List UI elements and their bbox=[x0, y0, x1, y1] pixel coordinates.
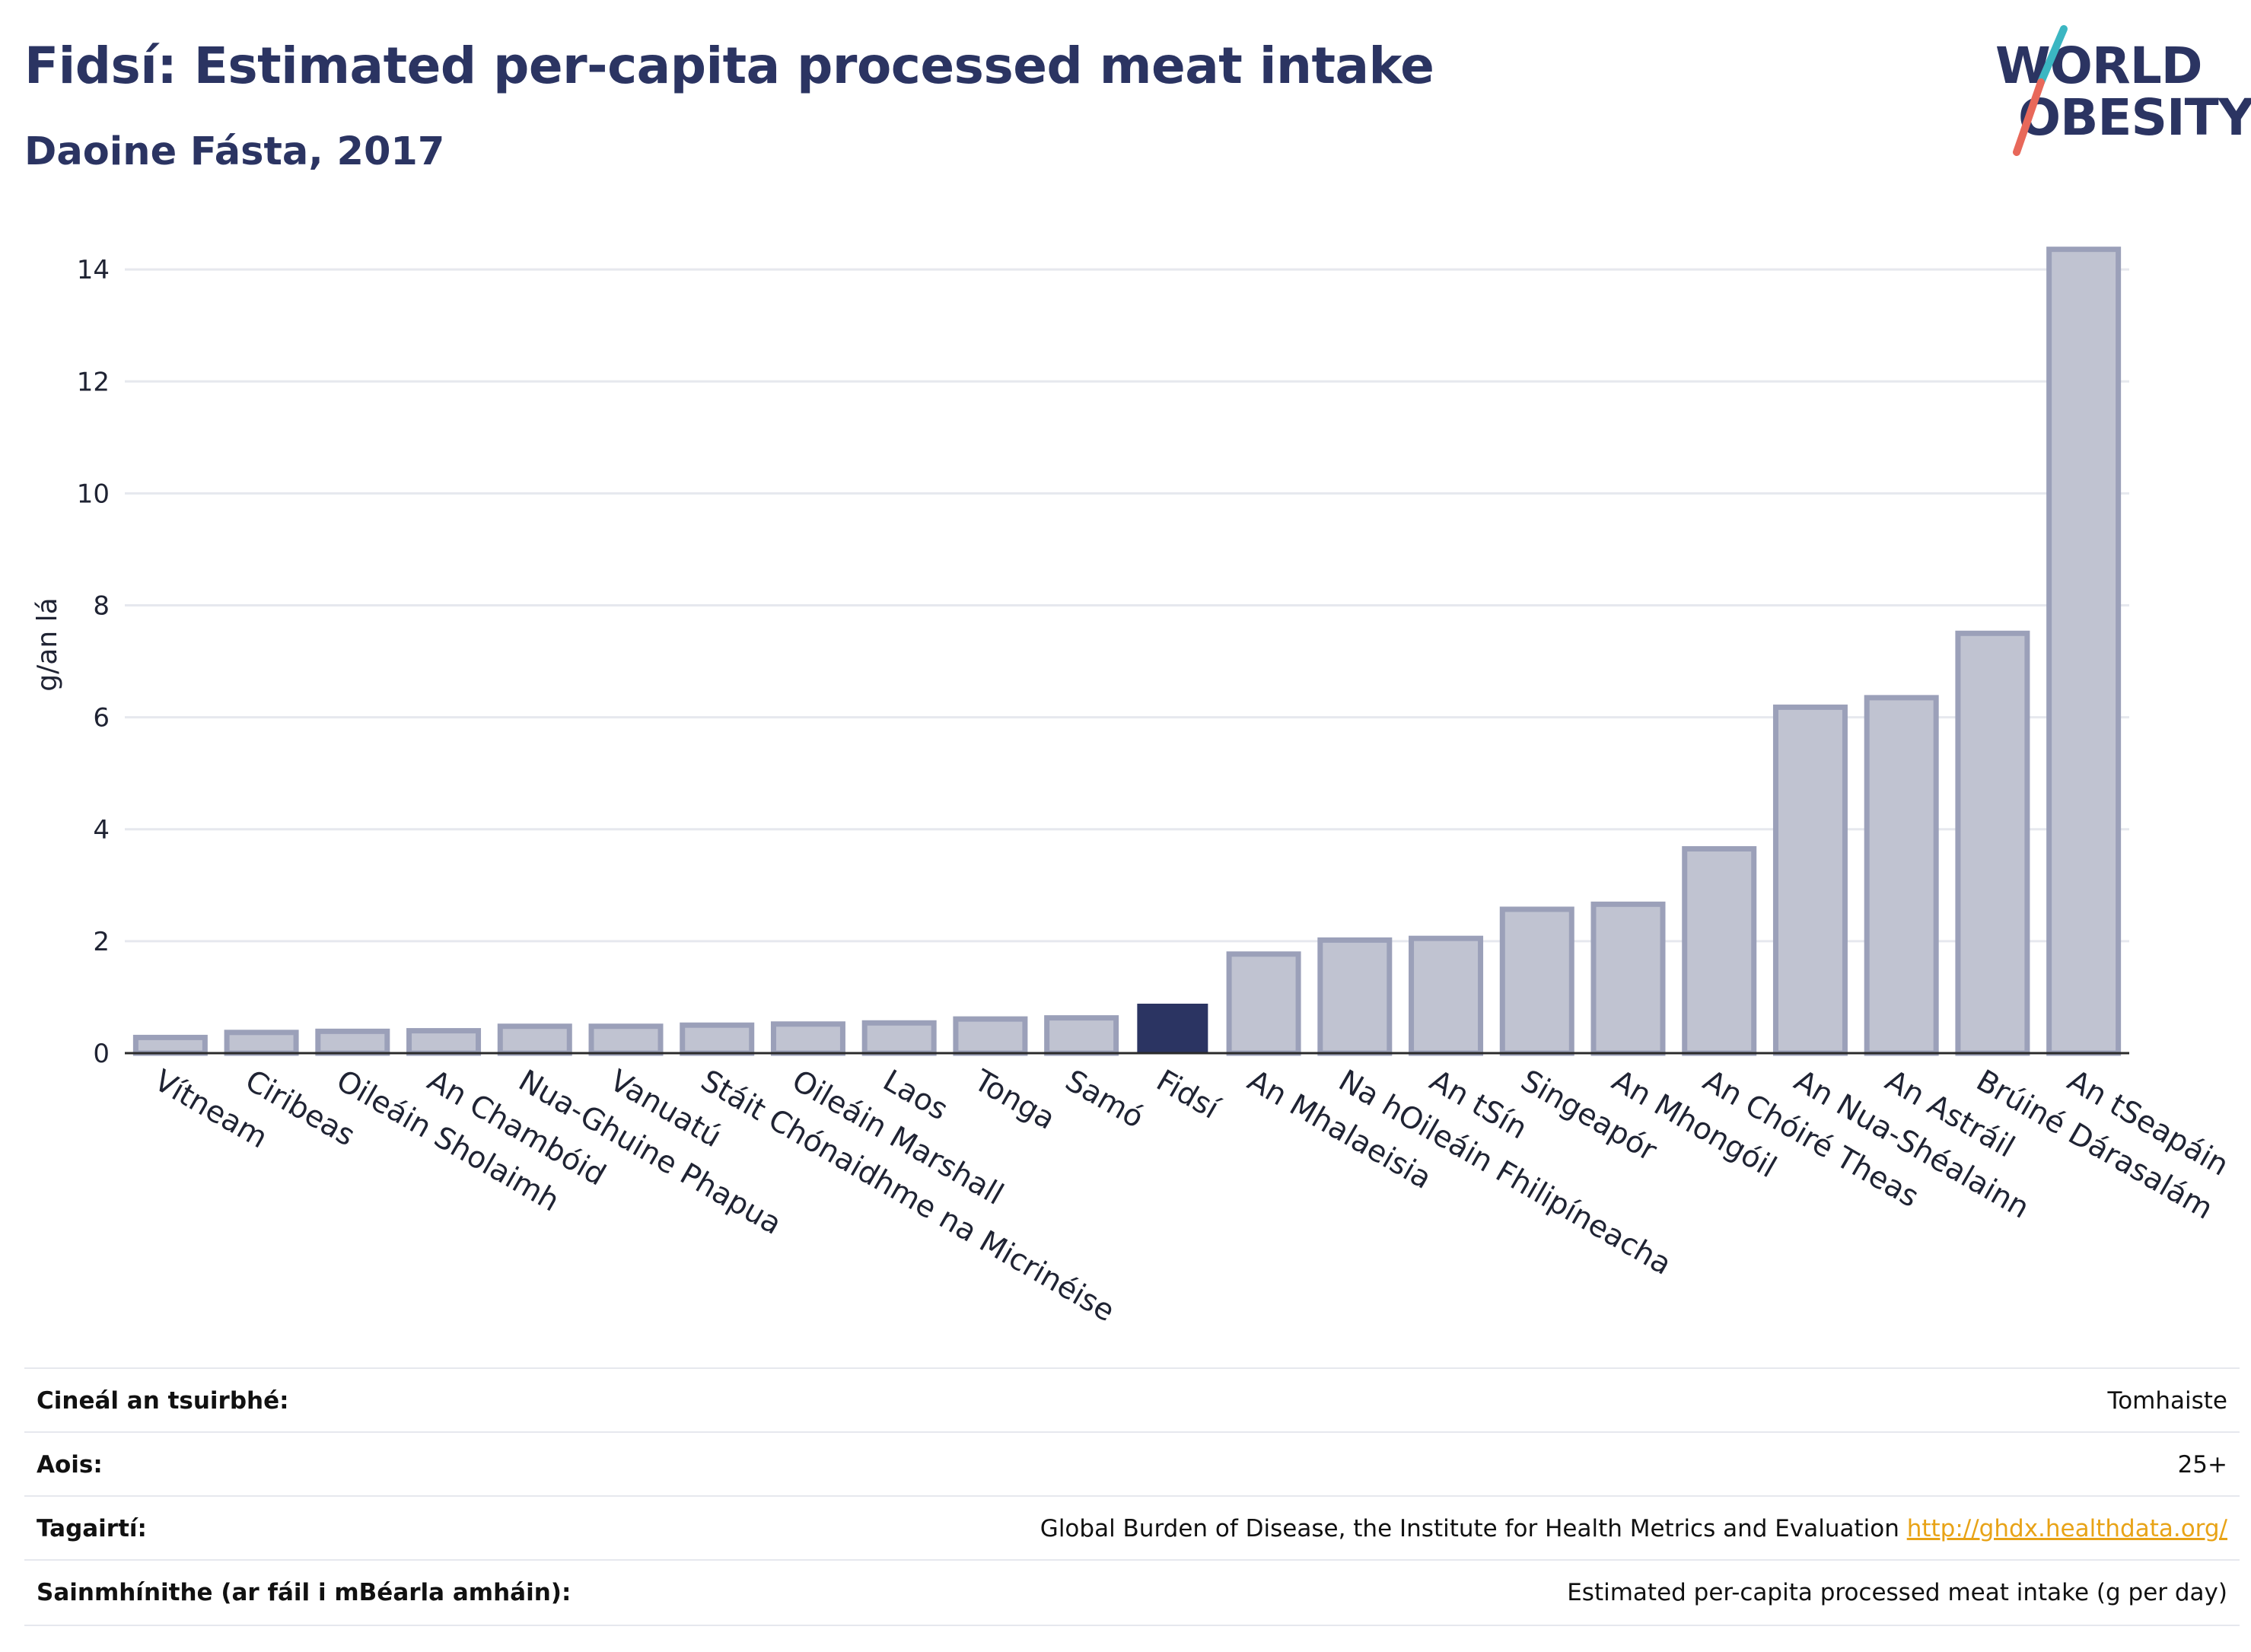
x-tick-label: Fidsí bbox=[1151, 1064, 1225, 1127]
bar bbox=[315, 1028, 390, 1056]
bar bbox=[953, 1016, 1028, 1056]
bar bbox=[1590, 901, 1666, 1056]
chart-subtitle: Daoine Fásta, 2017 bbox=[24, 129, 445, 174]
bar bbox=[1499, 906, 1574, 1056]
bar bbox=[861, 1020, 937, 1056]
bar bbox=[132, 1034, 208, 1056]
bar bbox=[1409, 935, 1484, 1056]
bar bbox=[1317, 937, 1393, 1056]
y-tick-label: 12 bbox=[77, 367, 110, 397]
bar bbox=[1044, 1015, 1119, 1056]
bar bbox=[1137, 1004, 1208, 1054]
bar bbox=[497, 1023, 572, 1056]
meta-row-definitions: Sainmhínithe (ar fáil i mBéarla amháin):… bbox=[24, 1559, 2240, 1626]
bar bbox=[680, 1022, 755, 1056]
logo-line-2: OBESITY bbox=[2018, 88, 2251, 147]
y-tick-label: 6 bbox=[93, 703, 110, 734]
world-obesity-logo: WORLD OBESITY bbox=[1979, 23, 2251, 160]
x-tick-label: Tonga bbox=[968, 1063, 1061, 1137]
bar bbox=[1864, 695, 1939, 1056]
meta-label: Tagairtí: bbox=[37, 1515, 147, 1542]
bar bbox=[2046, 247, 2122, 1056]
reference-link[interactable]: http://ghdx.healthdata.org/ bbox=[1906, 1515, 2227, 1542]
y-tick-label: 4 bbox=[93, 815, 110, 845]
meta-value: 25+ bbox=[2177, 1451, 2227, 1479]
meta-label: Cineál an tsuirbhé: bbox=[37, 1387, 289, 1415]
logo-slash-icon bbox=[2013, 25, 2068, 156]
bar bbox=[1955, 630, 2030, 1056]
bar bbox=[1772, 704, 1848, 1056]
reference-text: Global Burden of Disease, the Institute … bbox=[1040, 1515, 1899, 1542]
bar bbox=[770, 1021, 845, 1056]
meta-value: Tomhaiste bbox=[2107, 1387, 2227, 1415]
bar bbox=[1682, 846, 1757, 1056]
logo-line-1: WORLD bbox=[1995, 37, 2203, 95]
y-axis-label: g/an lá bbox=[32, 597, 63, 691]
meta-label: Aois: bbox=[37, 1451, 103, 1479]
y-tick-label: 8 bbox=[93, 591, 110, 622]
y-tick-label: 10 bbox=[77, 479, 110, 509]
bar bbox=[406, 1028, 482, 1056]
bar bbox=[224, 1030, 299, 1056]
bar bbox=[588, 1023, 664, 1056]
y-tick-label: 2 bbox=[93, 927, 110, 957]
meta-value: Global Burden of Disease, the Institute … bbox=[1040, 1515, 2227, 1542]
meta-row-references: Tagairtí: Global Burden of Disease, the … bbox=[24, 1495, 2240, 1561]
y-tick-label: 0 bbox=[93, 1039, 110, 1069]
meta-label: Sainmhínithe (ar fáil i mBéarla amháin): bbox=[37, 1579, 572, 1606]
x-tick-label: Samó bbox=[1059, 1064, 1149, 1135]
y-tick-label: 14 bbox=[77, 255, 110, 285]
meta-row-age: Aois: 25+ bbox=[24, 1431, 2240, 1497]
meta-row-survey-type: Cineál an tsuirbhé: Tomhaiste bbox=[24, 1367, 2240, 1433]
meta-value: Estimated per-capita processed meat inta… bbox=[1567, 1579, 2227, 1606]
chart-title: Fidsí: Estimated per-capita processed me… bbox=[24, 37, 1434, 95]
bar bbox=[1226, 951, 1301, 1056]
